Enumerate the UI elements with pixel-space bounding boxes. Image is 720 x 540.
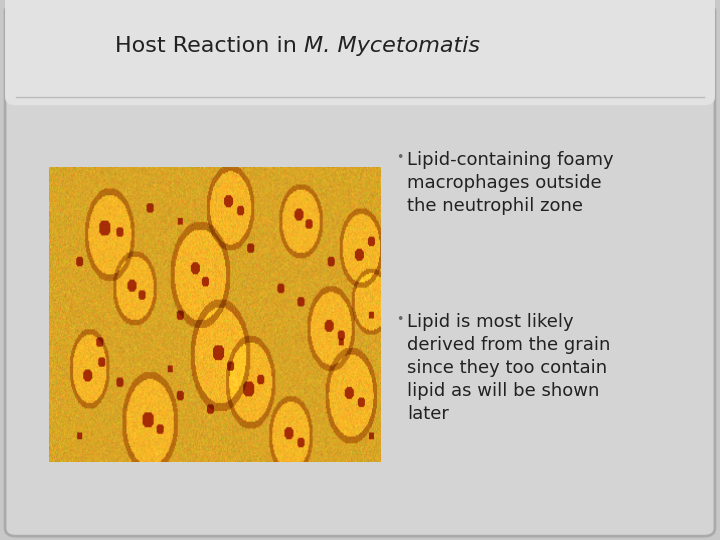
Text: Host Reaction in: Host Reaction in bbox=[115, 36, 304, 56]
Text: •: • bbox=[396, 313, 403, 326]
Text: M. Mycetomatis: M. Mycetomatis bbox=[304, 36, 480, 56]
FancyBboxPatch shape bbox=[5, 4, 715, 536]
Text: Lipid is most likely
derived from the grain
since they too contain
lipid as will: Lipid is most likely derived from the gr… bbox=[407, 313, 610, 423]
Text: •: • bbox=[396, 151, 403, 164]
Text: Lipid-containing foamy
macrophages outside
the neutrophil zone: Lipid-containing foamy macrophages outsi… bbox=[407, 151, 613, 215]
FancyBboxPatch shape bbox=[5, 0, 715, 105]
